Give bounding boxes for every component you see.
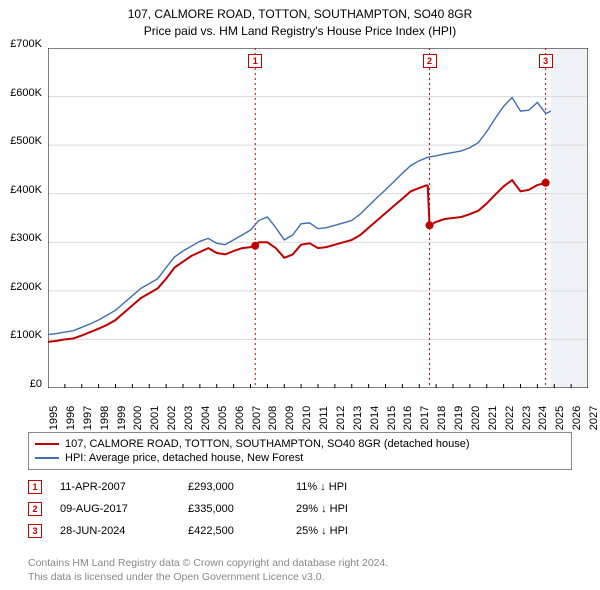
title-block: 107, CALMORE ROAD, TOTTON, SOUTHAMPTON, … (0, 0, 600, 40)
event-date: 28-JUN-2024 (60, 525, 170, 537)
event-marker-1: 1 (248, 54, 262, 68)
y-tick-label: £500K (10, 135, 42, 147)
event-num: 3 (28, 524, 42, 538)
x-tick-label: 2001 (149, 406, 161, 430)
x-tick-label: 2016 (402, 406, 414, 430)
event-delta: 11% ↓ HPI (296, 481, 386, 493)
events-table: 1 11-APR-2007 £293,000 11% ↓ HPI 2 09-AUG-201… (28, 476, 572, 542)
x-tick-label: 2026 (571, 406, 583, 430)
legend-swatch (35, 457, 59, 459)
x-tick-label: 2009 (284, 406, 296, 430)
x-tick-label: 2027 (588, 406, 600, 430)
x-tick-label: 2020 (470, 406, 482, 430)
x-tick-label: 1995 (48, 406, 60, 430)
chart-svg (48, 48, 588, 388)
x-tick-label: 2013 (352, 406, 364, 430)
x-tick-label: 1998 (99, 406, 111, 430)
y-tick-label: £600K (10, 87, 42, 99)
event-num: 1 (28, 480, 42, 494)
event-marker-2: 2 (423, 54, 437, 68)
attribution-line-2: This data is licensed under the Open Gov… (28, 570, 572, 584)
event-row: 3 28-JUN-2024 £422,500 25% ↓ HPI (28, 520, 572, 542)
y-tick-label: £700K (10, 38, 42, 50)
x-tick-label: 2022 (504, 406, 516, 430)
event-delta: 29% ↓ HPI (296, 503, 386, 515)
x-tick-label: 1997 (82, 406, 94, 430)
x-tick-label: 2000 (132, 406, 144, 430)
legend: 107, CALMORE ROAD, TOTTON, SOUTHAMPTON, … (28, 432, 572, 470)
y-tick-label: £100K (10, 329, 42, 341)
x-tick-label: 2010 (301, 406, 313, 430)
x-tick-label: 2018 (436, 406, 448, 430)
x-tick-label: 2023 (521, 406, 533, 430)
x-tick-label: 1996 (65, 406, 77, 430)
event-marker-3: 3 (539, 54, 553, 68)
title-line-1: 107, CALMORE ROAD, TOTTON, SOUTHAMPTON, … (0, 6, 600, 23)
y-axis: £0£100K£200K£300K£400K£500K£600K£700K (0, 44, 46, 392)
legend-row: HPI: Average price, detached house, New … (35, 451, 565, 465)
x-tick-label: 2019 (453, 406, 465, 430)
x-tick-label: 2005 (217, 406, 229, 430)
event-price: £293,000 (188, 481, 278, 493)
x-tick-label: 2007 (251, 406, 263, 430)
event-delta: 25% ↓ HPI (296, 525, 386, 537)
title-line-2: Price paid vs. HM Land Registry's House … (0, 23, 600, 40)
x-tick-label: 2014 (369, 406, 381, 430)
event-price: £335,000 (188, 503, 278, 515)
x-tick-label: 2017 (419, 406, 431, 430)
event-row: 1 11-APR-2007 £293,000 11% ↓ HPI (28, 476, 572, 498)
x-tick-label: 2008 (267, 406, 279, 430)
x-tick-label: 2006 (234, 406, 246, 430)
y-tick-label: £400K (10, 184, 42, 196)
legend-label: 107, CALMORE ROAD, TOTTON, SOUTHAMPTON, … (65, 438, 470, 450)
x-tick-label: 2012 (335, 406, 347, 430)
event-row: 2 09-AUG-2017 £335,000 29% ↓ HPI (28, 498, 572, 520)
legend-label: HPI: Average price, detached house, New … (65, 452, 303, 464)
x-tick-label: 2002 (166, 406, 178, 430)
x-tick-label: 1999 (116, 406, 128, 430)
y-tick-label: £0 (30, 378, 42, 390)
legend-swatch (35, 443, 59, 445)
x-tick-label: 2004 (200, 406, 212, 430)
event-date: 11-APR-2007 (60, 481, 170, 493)
attribution: Contains HM Land Registry data © Crown c… (28, 556, 572, 584)
x-tick-label: 2025 (554, 406, 566, 430)
x-tick-label: 2024 (537, 406, 549, 430)
legend-row: 107, CALMORE ROAD, TOTTON, SOUTHAMPTON, … (35, 437, 565, 451)
x-axis: 1995 1996 1997 1998 1999 2000 2001 2002 2003 2004… (48, 390, 588, 430)
chart-container: 107, CALMORE ROAD, TOTTON, SOUTHAMPTON, … (0, 0, 600, 590)
chart-area: 1 2 3 (48, 48, 588, 388)
y-tick-label: £300K (10, 232, 42, 244)
event-price: £422,500 (188, 525, 278, 537)
event-date: 09-AUG-2017 (60, 503, 170, 515)
x-tick-label: 2021 (487, 406, 499, 430)
x-tick-label: 2003 (183, 406, 195, 430)
y-tick-label: £200K (10, 281, 42, 293)
x-tick-label: 2011 (318, 406, 330, 430)
attribution-line-1: Contains HM Land Registry data © Crown c… (28, 556, 572, 570)
x-tick-label: 2015 (386, 406, 398, 430)
event-num: 2 (28, 502, 42, 516)
